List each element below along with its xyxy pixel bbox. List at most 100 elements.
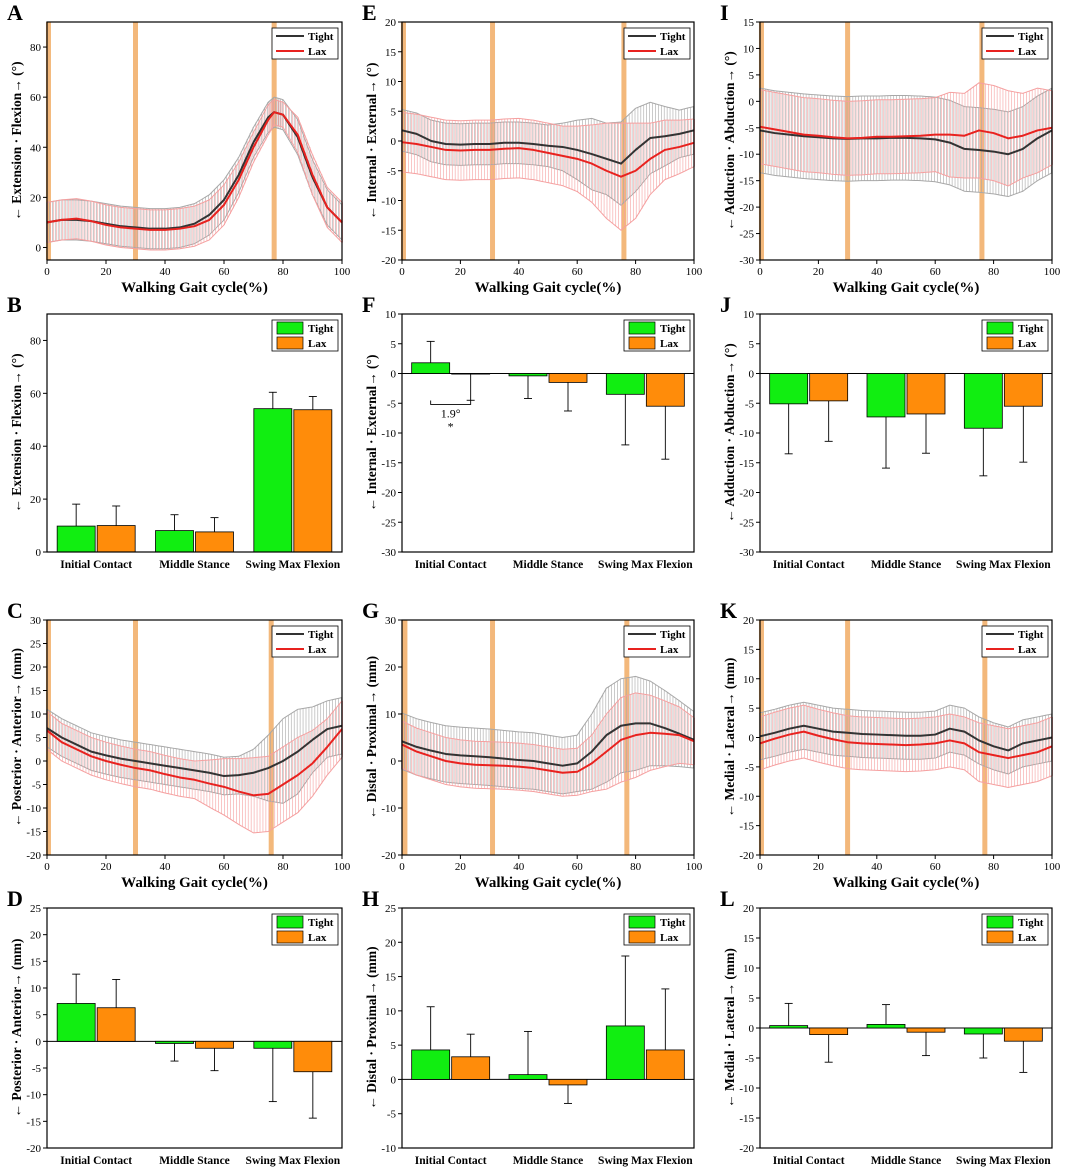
x-tick-label: 0	[757, 266, 763, 278]
x-tick-label: 100	[1044, 266, 1061, 278]
y-axis-label: ← Distal · Proximal→ (mm)	[364, 946, 379, 1109]
y-tick-label: 20	[385, 17, 397, 29]
series-line-lax	[46, 728, 343, 797]
x-tick-label: 0	[44, 861, 50, 873]
sd-upper	[401, 692, 695, 750]
y-tick-label: 5	[749, 339, 755, 351]
y-tick-label: 10	[743, 674, 755, 686]
y-tick-label: -20	[739, 1143, 754, 1155]
category-label: Swing Max Flexion	[598, 559, 693, 571]
bar-lax	[96, 1007, 136, 1042]
y-tick-label: 0	[749, 96, 755, 108]
x-tick-label: 60	[572, 861, 584, 873]
bar-tight	[56, 1003, 96, 1042]
phase-marker	[271, 22, 277, 260]
y-tick-label: 20	[30, 192, 42, 204]
x-tick-label: 20	[455, 266, 467, 278]
y-tick-label: 0	[391, 756, 397, 768]
y-tick-label: -20	[26, 1143, 41, 1155]
x-tick-label: 100	[686, 266, 703, 278]
y-tick-label: -10	[739, 428, 754, 440]
panel-label: D	[7, 886, 23, 911]
category-label: Initial Contact	[60, 559, 132, 571]
y-tick-label: 5	[391, 339, 397, 351]
x-tick-label: 20	[101, 861, 113, 873]
x-tick-label: 0	[757, 861, 763, 873]
phase-marker	[402, 620, 408, 855]
y-tick-label: -25	[739, 229, 754, 241]
legend: Tight Lax	[981, 319, 1049, 352]
y-tick-label: -15	[739, 176, 754, 188]
y-axis-label: ← Extension · Flexion→ (°)	[9, 353, 24, 512]
legend-label: Lax	[660, 338, 679, 350]
bar-tight	[866, 1024, 906, 1029]
sd-lower	[401, 762, 695, 797]
bar-lax	[809, 1027, 849, 1035]
sd-band-lax	[401, 692, 695, 797]
plot-frame	[46, 907, 343, 1149]
y-tick-label: 0	[36, 756, 42, 768]
bar-lax	[906, 1027, 946, 1033]
legend-box	[271, 27, 339, 60]
bar-tight	[866, 373, 906, 418]
y-tick-label: 10	[30, 709, 42, 721]
x-tick-label: 40	[871, 861, 883, 873]
y-axis-label: ← Adduction · Abduction→ (°)	[722, 343, 737, 522]
panel-a: 0 20 40 60 80 ← Extension · Flexion→ (°) A 0 20 4…	[7, 0, 351, 296]
panel-l: Initial Contact Middle Stance Swing Max Fl…	[720, 886, 1053, 1167]
bar-tight	[56, 525, 96, 553]
phase-marker	[758, 22, 764, 260]
panel-label: C	[7, 598, 23, 623]
bar-lax	[809, 373, 849, 402]
legend-label: Tight	[308, 917, 334, 929]
x-tick-label: 40	[513, 861, 525, 873]
legend-swatch	[628, 336, 656, 350]
series-line-lax	[46, 111, 343, 231]
x-tick-label: 80	[278, 861, 290, 873]
y-axis-label: ← Medial · Lateral→ (mm)	[722, 658, 737, 818]
phase-marker	[45, 22, 51, 260]
plot-frame	[759, 21, 1053, 261]
x-tick-label: 0	[44, 266, 50, 278]
sd-band-tight	[401, 675, 695, 795]
phase-marker	[845, 22, 851, 260]
y-tick-label: 10	[743, 43, 755, 55]
legend: Tight Lax	[271, 913, 339, 946]
y-tick-label: 15	[743, 933, 755, 945]
sd-upper	[759, 87, 1053, 113]
y-tick-label: 5	[749, 993, 755, 1005]
legend-label: Lax	[308, 644, 327, 656]
sd-upper	[401, 101, 695, 126]
y-tick-label: 5	[749, 70, 755, 82]
phase-marker	[845, 620, 851, 855]
sd-band-tight	[759, 701, 1053, 775]
x-tick-label: 80	[630, 266, 642, 278]
legend: Tight Lax	[271, 27, 339, 60]
category-label: Middle Stance	[871, 559, 942, 571]
x-tick-label: 80	[630, 861, 642, 873]
phase-marker	[758, 620, 764, 855]
phase-marker	[490, 620, 496, 855]
category-label: Middle Stance	[159, 1155, 230, 1167]
y-tick-label: 10	[30, 983, 42, 995]
legend-label: Tight	[1018, 323, 1044, 335]
category-label: Initial Contact	[60, 1155, 132, 1167]
x-tick-label: 80	[988, 266, 1000, 278]
y-tick-label: -30	[739, 255, 754, 267]
legend-label: Lax	[1018, 338, 1037, 350]
legend-label: Tight	[1018, 917, 1044, 929]
bar-tight	[508, 373, 548, 377]
bar-tight	[411, 362, 451, 374]
sd-upper	[759, 704, 1053, 730]
bar-lax	[451, 1056, 491, 1080]
y-tick-label: 5	[36, 1010, 42, 1022]
bar-tight	[253, 408, 293, 553]
y-tick-label: -10	[26, 803, 41, 815]
y-tick-label: -30	[739, 547, 754, 559]
sd-lower	[401, 765, 695, 795]
legend-box	[271, 625, 339, 658]
y-axis-label: ← Extension · Flexion→ (°)	[9, 61, 24, 220]
x-tick-label: 40	[871, 266, 883, 278]
y-tick-label: 20	[30, 662, 42, 674]
